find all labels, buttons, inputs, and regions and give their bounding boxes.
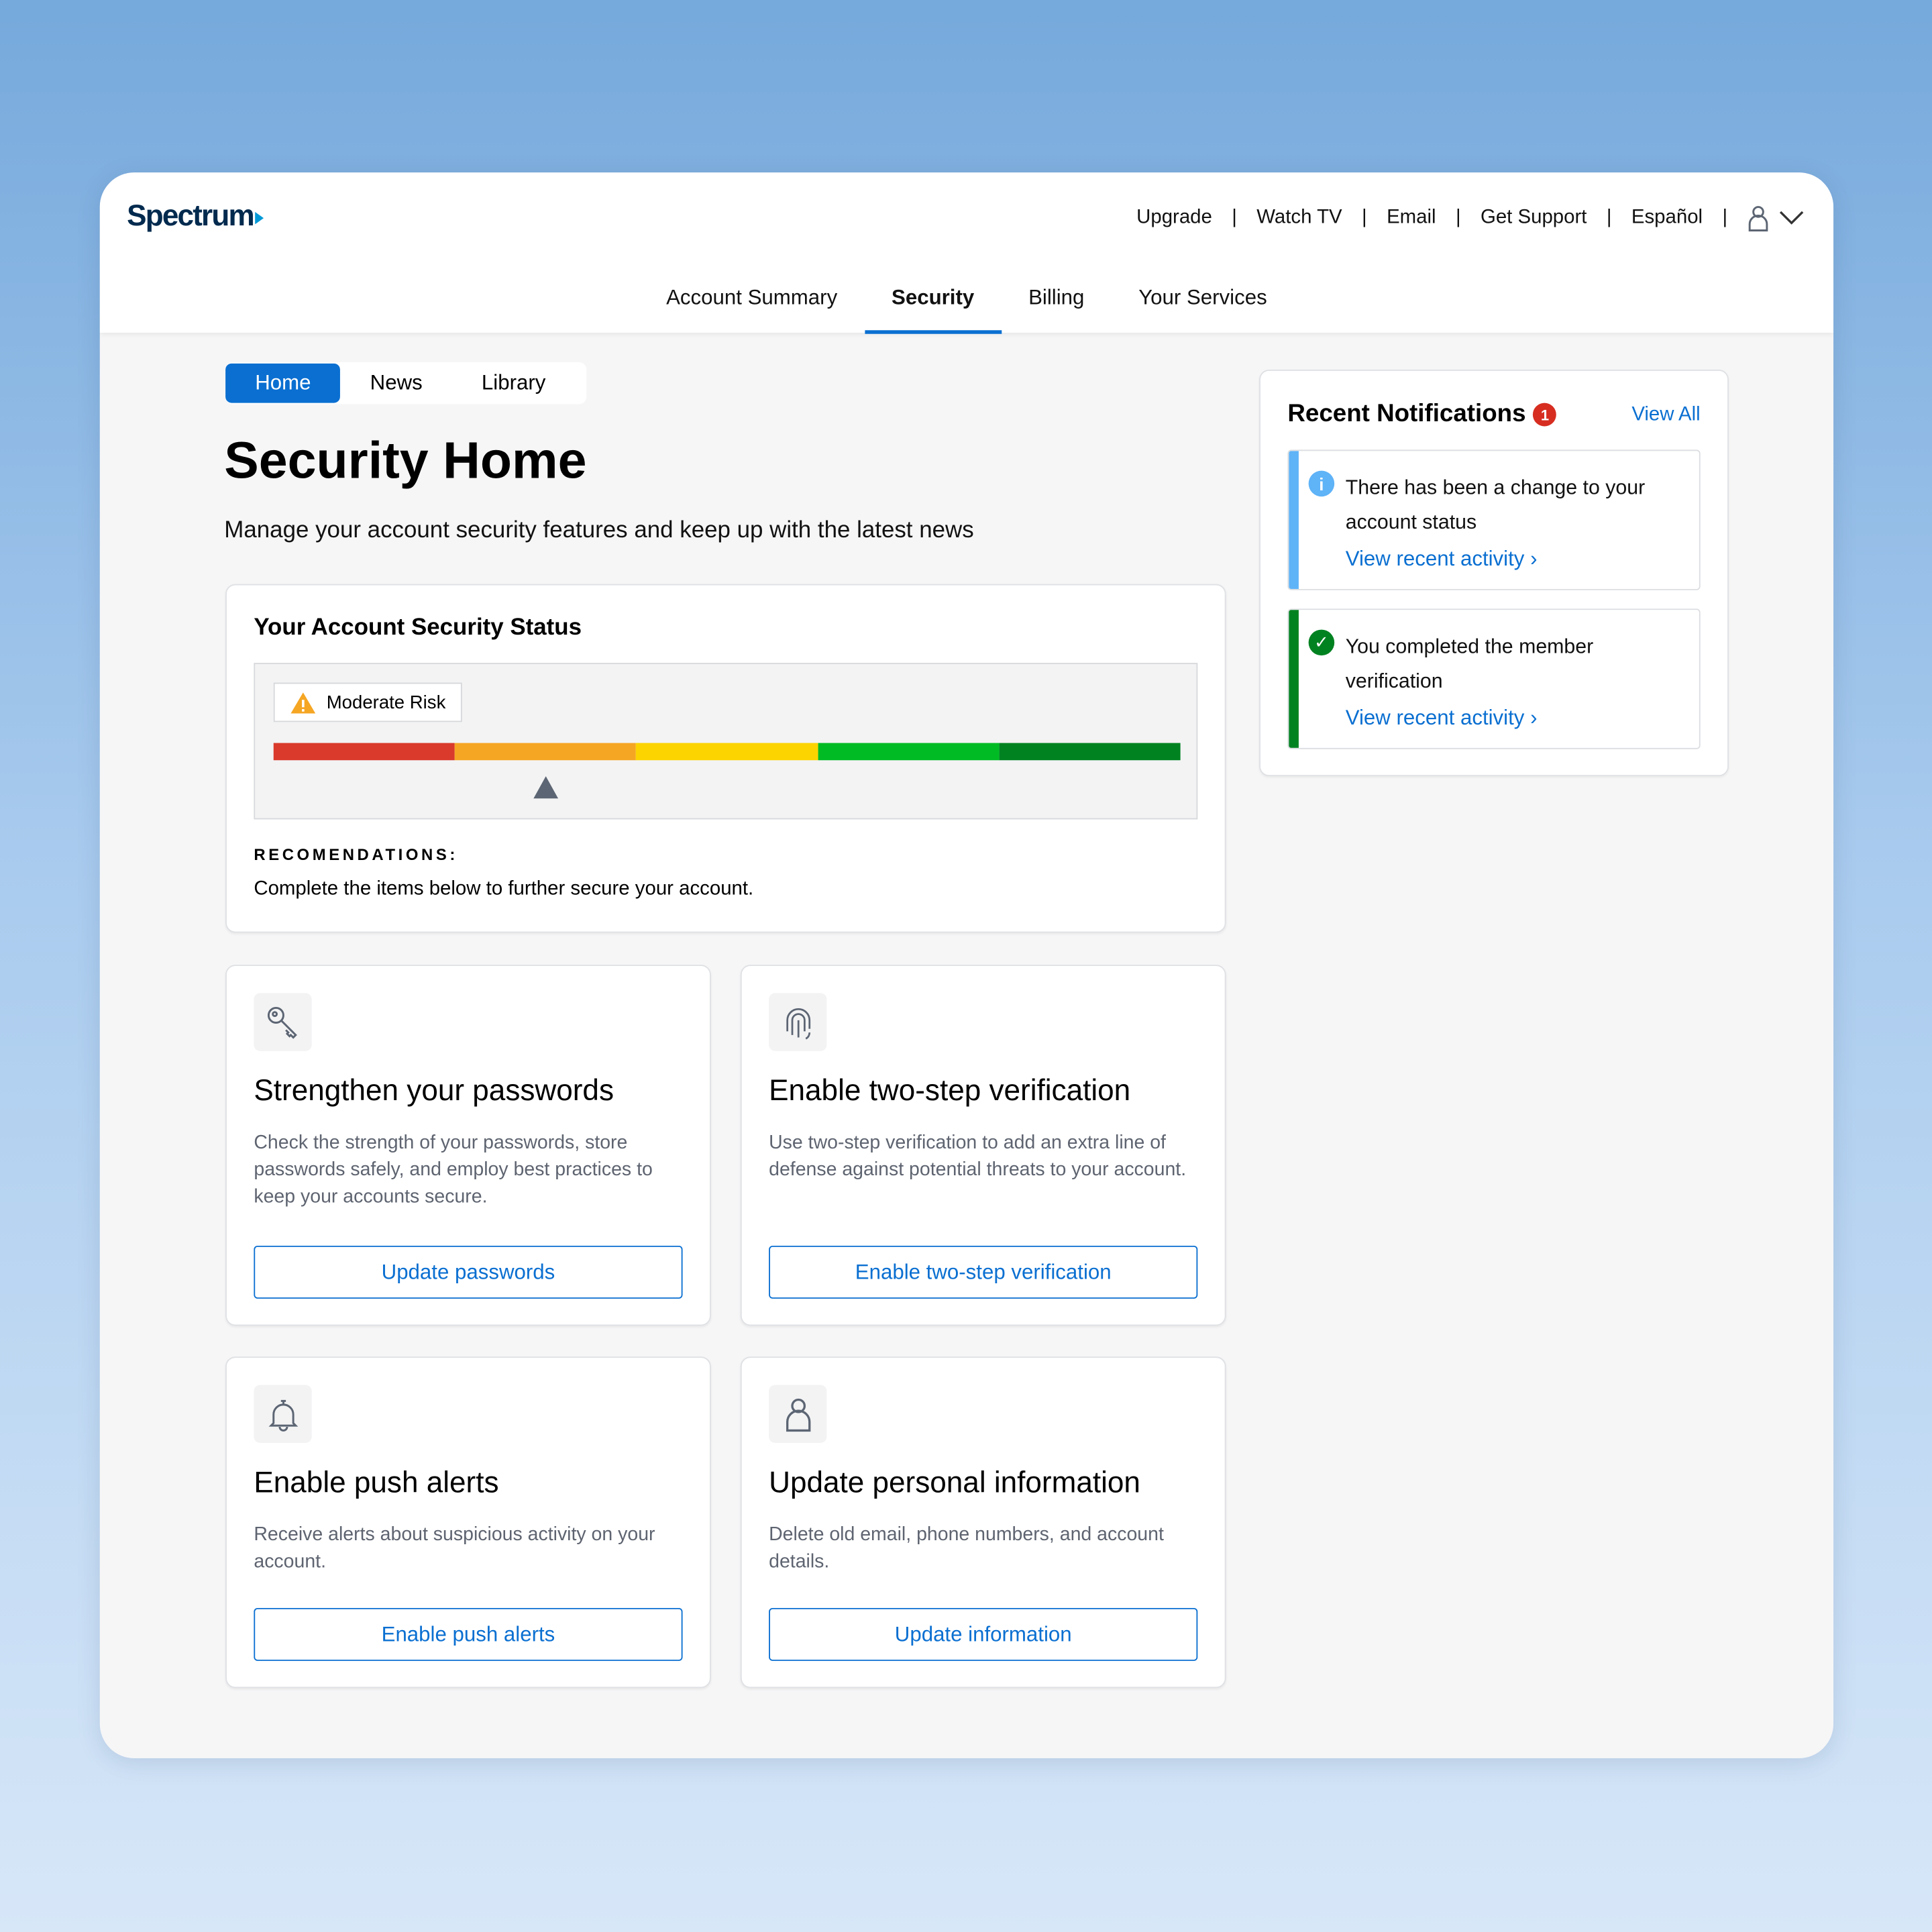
risk-scale-segment xyxy=(273,743,455,761)
subtab-news[interactable]: News xyxy=(370,370,423,394)
risk-meter: Moderate Risk xyxy=(254,663,1198,820)
risk-marker-icon xyxy=(533,776,558,799)
risk-label: Moderate Risk xyxy=(326,692,446,713)
risk-scale-segment xyxy=(999,743,1181,761)
fingerprint-icon xyxy=(769,993,827,1051)
tile-passwords: Strengthen your passwords Check the stre… xyxy=(225,965,711,1326)
page-title: Security Home xyxy=(224,431,587,490)
recommendations-heading: RECOMENDATIONS: xyxy=(254,845,458,864)
account-menu[interactable] xyxy=(1747,205,1804,231)
link-text: View recent activity xyxy=(1345,547,1525,571)
tab-your-services[interactable]: Your Services xyxy=(1138,286,1267,310)
warning-icon xyxy=(290,692,316,713)
divider: | xyxy=(1606,207,1612,228)
notification-text: There has been a change to your account … xyxy=(1345,476,1646,534)
sub-tabs: Home News Library xyxy=(225,362,587,405)
tile-personal-info: Update personal information Delete old e… xyxy=(740,1356,1226,1688)
tile-text: Check the strength of your passwords, st… xyxy=(254,1132,653,1208)
header: Spectrum Upgrade | Watch TV | Email | Get S… xyxy=(99,172,1834,334)
divider: | xyxy=(1722,207,1728,228)
chevron-right-icon: › xyxy=(1530,706,1538,730)
info-icon: i xyxy=(1308,470,1335,497)
view-all-link[interactable]: View All xyxy=(1631,404,1701,425)
notifications-panel: Recent Notifications 1 View All i There h… xyxy=(1259,370,1729,777)
tile-title: Strengthen your passwords xyxy=(254,1074,614,1108)
notification-stripe xyxy=(1289,610,1299,748)
view-recent-activity-link[interactable]: View recent activity › xyxy=(1346,706,1538,731)
recommendations-text: Complete the items below to further secu… xyxy=(254,878,754,900)
risk-scale-segment xyxy=(817,743,1000,761)
link-text: View recent activity xyxy=(1345,706,1525,730)
notifications-title-text: Recent Notifications xyxy=(1287,400,1526,428)
top-links: Upgrade | Watch TV | Email | Get Support | E… xyxy=(1136,205,1804,231)
page-subtitle: Manage your account security features an… xyxy=(224,517,974,544)
view-recent-activity-link[interactable]: View recent activity › xyxy=(1346,547,1538,572)
tile-text: Receive alerts about suspicious activity… xyxy=(254,1524,655,1572)
update-passwords-button[interactable]: Update passwords xyxy=(254,1245,683,1299)
notification-item: i There has been a change to your accoun… xyxy=(1287,449,1701,590)
user-icon xyxy=(1748,206,1768,231)
risk-scale-bar xyxy=(273,743,1181,761)
link-get-support[interactable]: Get Support xyxy=(1480,207,1587,228)
user-icon xyxy=(769,1385,827,1443)
tile-title: Enable two-step verification xyxy=(769,1074,1131,1108)
notification-text: You completed the member verification xyxy=(1345,635,1594,693)
tab-billing[interactable]: Billing xyxy=(1028,286,1085,310)
tab-security[interactable]: Security xyxy=(864,281,1002,334)
link-upgrade[interactable]: Upgrade xyxy=(1136,207,1212,228)
risk-scale-segment xyxy=(455,743,637,761)
link-watch-tv[interactable]: Watch TV xyxy=(1256,207,1342,228)
security-status-card: Your Account Security Status Moderate Ri… xyxy=(225,584,1226,933)
divider: | xyxy=(1232,207,1237,228)
logo-text: Spectrum xyxy=(127,199,254,233)
link-espanol[interactable]: Español xyxy=(1631,207,1703,228)
subtab-library[interactable]: Library xyxy=(481,370,546,394)
status-title: Your Account Security Status xyxy=(254,614,582,641)
app-window: Spectrum Upgrade | Watch TV | Email | Get S… xyxy=(99,172,1834,1759)
notifications-title: Recent Notifications 1 xyxy=(1287,400,1557,429)
notification-item: ✓ You completed the member verification … xyxy=(1287,608,1701,749)
link-email[interactable]: Email xyxy=(1387,207,1436,228)
risk-badge: Moderate Risk xyxy=(273,682,462,722)
key-icon xyxy=(254,993,312,1051)
tile-text: Delete old email, phone numbers, and acc… xyxy=(769,1524,1164,1572)
risk-scale-segment xyxy=(636,743,818,761)
chevron-right-icon: › xyxy=(1530,547,1538,571)
tile-title: Update personal information xyxy=(769,1466,1140,1500)
divider: | xyxy=(1455,207,1461,228)
main-nav: Account Summary Security Billing Your Se… xyxy=(100,281,1833,334)
bell-icon xyxy=(254,1385,312,1443)
tile-text: Use two-step verification to add an extr… xyxy=(769,1132,1187,1181)
tab-account-summary[interactable]: Account Summary xyxy=(666,286,838,310)
divider: | xyxy=(1362,207,1367,228)
tile-push-alerts: Enable push alerts Receive alerts about … xyxy=(225,1356,711,1688)
subtab-home[interactable]: Home xyxy=(225,363,341,403)
chevron-down-icon xyxy=(1779,211,1804,225)
notification-count-badge: 1 xyxy=(1533,402,1557,427)
enable-push-alerts-button[interactable]: Enable push alerts xyxy=(254,1607,683,1661)
update-information-button[interactable]: Update information xyxy=(769,1607,1198,1661)
spectrum-logo[interactable]: Spectrum xyxy=(127,199,264,234)
notification-stripe xyxy=(1289,451,1299,589)
check-circle-icon: ✓ xyxy=(1308,629,1335,656)
tile-title: Enable push alerts xyxy=(254,1466,499,1500)
logo-arrow-icon xyxy=(254,211,264,224)
enable-two-step-button[interactable]: Enable two-step verification xyxy=(769,1245,1198,1299)
tile-two-step: Enable two-step verification Use two-ste… xyxy=(740,965,1226,1326)
